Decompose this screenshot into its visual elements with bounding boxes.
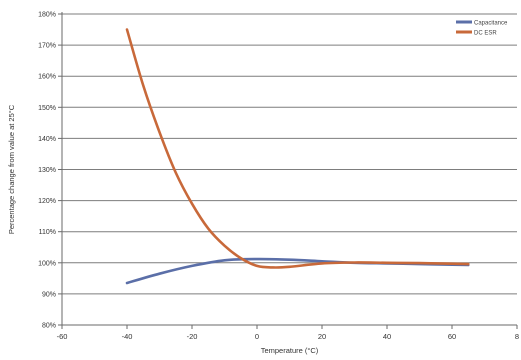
x-tick-label: -20	[187, 332, 198, 341]
series-layer	[125, 28, 470, 285]
y-tick-label: 100%	[38, 260, 56, 267]
legend-label: DC ESR	[474, 31, 497, 37]
y-tick-label: 160%	[38, 74, 56, 81]
y-tick-label: 90%	[42, 291, 56, 298]
axis-layer: 80% 90% 100% 110% 120% 130% 140% 150% 160% 170% 18…	[38, 12, 519, 342]
x-axis-label: Temperature (°C)	[261, 346, 319, 355]
legend: Capacitance DC ESR	[456, 20, 508, 37]
series-line-dc-esr	[125, 28, 470, 269]
x-tick-label: 60	[448, 332, 456, 341]
y-tick-label: 120%	[38, 198, 56, 205]
y-tick-label: 130%	[38, 167, 56, 174]
y-tick-label: 150%	[38, 105, 56, 112]
y-tick-label: 110%	[39, 229, 56, 236]
x-tick-label: 8	[515, 332, 519, 341]
x-tick-label: 0	[255, 332, 259, 341]
y-tick-label: 180%	[38, 12, 56, 19]
grid-layer	[62, 13, 517, 295]
y-tick-label: 80%	[42, 323, 56, 330]
y-axis-label: Percentage change from value at 25°C	[7, 104, 16, 234]
x-tick-label: 20	[318, 332, 326, 341]
x-tick-label: 40	[383, 332, 391, 341]
x-tick-label: -60	[57, 332, 68, 341]
legend-label: Capacitance	[474, 21, 508, 27]
x-tick-label: -40	[122, 332, 133, 341]
y-tick-label: 140%	[38, 136, 56, 143]
y-tick-label: 170%	[38, 43, 56, 50]
